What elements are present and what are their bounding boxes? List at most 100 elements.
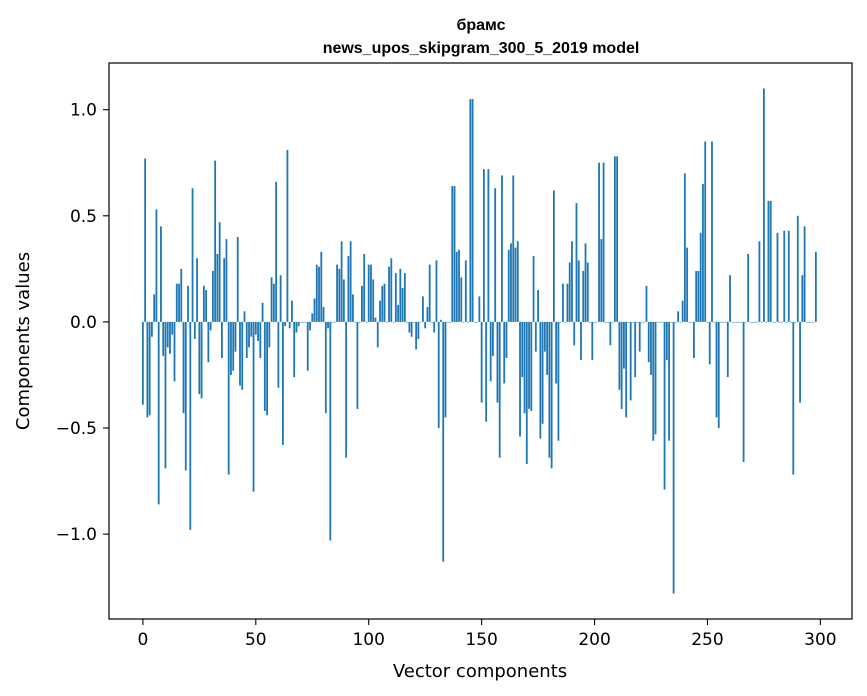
bar (514, 247, 517, 322)
bar (254, 321, 257, 335)
bar (252, 321, 255, 492)
bar (758, 241, 761, 322)
bar (801, 275, 804, 322)
bar (383, 283, 386, 322)
bar (175, 283, 178, 322)
bar (738, 321, 740, 323)
bar (245, 321, 248, 358)
y-axis-label: Components values (13, 252, 34, 430)
bar (284, 321, 287, 327)
bar (306, 321, 309, 371)
bar (693, 321, 695, 358)
bar (462, 321, 465, 323)
bar (564, 321, 567, 323)
bar (681, 300, 684, 322)
bar (347, 256, 350, 322)
bar (541, 321, 544, 424)
bar (449, 321, 451, 323)
bar (613, 156, 616, 322)
bar (415, 321, 418, 350)
bar (516, 241, 519, 322)
bar (546, 321, 549, 375)
bar (503, 321, 506, 384)
bar (315, 264, 318, 322)
bar (144, 158, 147, 322)
bar (763, 88, 765, 322)
bar (519, 321, 521, 437)
bar (803, 226, 806, 322)
bar (668, 321, 670, 441)
bar (397, 304, 399, 322)
bar (406, 321, 409, 323)
bar (778, 321, 781, 323)
bar (584, 243, 587, 322)
bar (336, 264, 338, 322)
bar (557, 321, 560, 441)
bar (717, 321, 720, 429)
bar (726, 321, 729, 378)
bar (198, 321, 201, 395)
bar (184, 321, 187, 471)
bar (638, 321, 641, 352)
bar (591, 321, 594, 361)
bar (250, 321, 253, 337)
bar (324, 321, 327, 414)
bar (446, 321, 449, 323)
bar (774, 321, 777, 323)
bar (767, 200, 770, 322)
bar (674, 321, 677, 323)
bar (790, 321, 792, 323)
bar (604, 321, 607, 323)
bar (333, 321, 336, 323)
bar (263, 321, 266, 412)
bar (598, 162, 600, 322)
bar (794, 321, 797, 323)
bar (532, 256, 535, 322)
bar (543, 321, 546, 352)
bar (562, 283, 564, 322)
bar (243, 311, 246, 322)
bar (812, 321, 815, 323)
bar (234, 321, 237, 352)
bar (424, 321, 427, 329)
bar (683, 173, 686, 322)
bar (297, 321, 300, 327)
bar (805, 321, 808, 323)
bar (573, 321, 576, 346)
bar (205, 290, 208, 322)
bar (654, 321, 657, 435)
y-tick-label: 0.5 (70, 207, 97, 227)
bar (661, 321, 664, 323)
bar (485, 321, 488, 422)
bar (214, 160, 217, 322)
bar (367, 264, 370, 322)
bar (401, 287, 404, 322)
bar (659, 321, 661, 323)
bar (381, 285, 384, 322)
bar (672, 321, 675, 594)
x-tick-label: 100 (352, 630, 384, 650)
y-axis-ticks: −1.0 −0.5 0.0 0.5 1.0 (56, 101, 109, 545)
bar (792, 321, 795, 475)
bar (510, 243, 512, 322)
bar (311, 313, 314, 322)
bar (327, 321, 329, 329)
bar (374, 317, 377, 322)
bar (618, 321, 621, 390)
bar (776, 232, 779, 322)
bar (702, 183, 704, 322)
bar (580, 321, 582, 361)
bar (331, 321, 334, 323)
x-tick-label: 150 (465, 630, 497, 650)
bar (431, 321, 433, 323)
bar (426, 307, 429, 322)
x-tick-label: 250 (691, 630, 723, 650)
bar (270, 277, 273, 322)
bar (349, 241, 352, 322)
bar (742, 321, 745, 462)
bar (534, 321, 537, 352)
bar (288, 321, 291, 329)
bar (781, 321, 783, 323)
bar (650, 321, 652, 375)
bar (537, 290, 539, 322)
